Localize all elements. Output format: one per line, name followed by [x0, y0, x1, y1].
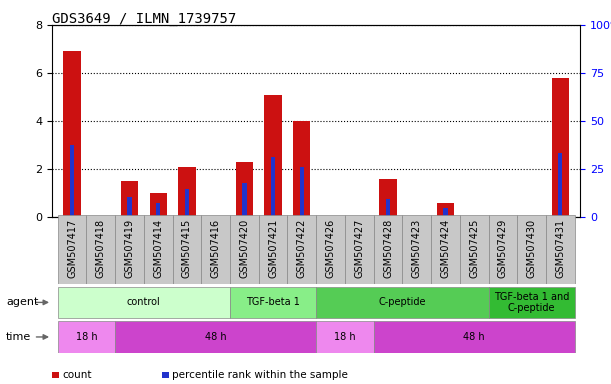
Bar	[403, 215, 431, 284]
Bar	[460, 215, 489, 284]
Text: GSM507425: GSM507425	[469, 218, 479, 278]
Bar	[178, 167, 196, 217]
Bar	[431, 215, 460, 284]
Text: 18 h: 18 h	[334, 332, 356, 342]
Bar	[185, 189, 189, 217]
Text: 48 h: 48 h	[205, 332, 227, 342]
Text: GSM507418: GSM507418	[96, 218, 106, 278]
Bar	[558, 153, 563, 217]
Bar	[57, 287, 230, 318]
Text: GSM507415: GSM507415	[182, 218, 192, 278]
Bar	[172, 215, 201, 284]
Bar	[489, 287, 575, 318]
Text: control: control	[127, 297, 161, 308]
Text: GSM507422: GSM507422	[297, 218, 307, 278]
Bar	[316, 215, 345, 284]
Bar	[127, 197, 131, 217]
Bar	[115, 215, 144, 284]
Text: 18 h: 18 h	[76, 332, 97, 342]
Bar	[345, 215, 374, 284]
Bar	[489, 215, 518, 284]
Text: GSM507414: GSM507414	[153, 218, 163, 278]
Text: GDS3649 / ILMN_1739757: GDS3649 / ILMN_1739757	[52, 12, 236, 25]
Bar	[258, 215, 287, 284]
Bar	[156, 203, 160, 217]
Bar	[115, 321, 316, 353]
Bar	[201, 215, 230, 284]
Bar	[236, 162, 253, 217]
Bar	[287, 215, 316, 284]
Bar	[242, 184, 246, 217]
Text: GSM507421: GSM507421	[268, 218, 278, 278]
Bar	[57, 321, 115, 353]
Bar	[230, 215, 258, 284]
Text: GSM507426: GSM507426	[326, 218, 335, 278]
Text: GSM507416: GSM507416	[211, 218, 221, 278]
Text: GSM507420: GSM507420	[240, 218, 249, 278]
Bar	[379, 179, 397, 217]
Text: GSM507428: GSM507428	[383, 218, 393, 278]
Text: GSM507430: GSM507430	[527, 218, 536, 278]
Text: C-peptide: C-peptide	[379, 297, 426, 308]
Bar	[299, 167, 304, 217]
Text: 48 h: 48 h	[463, 332, 485, 342]
Text: GSM507417: GSM507417	[67, 218, 77, 278]
Bar	[70, 145, 74, 217]
Text: GSM507431: GSM507431	[555, 218, 565, 278]
Text: GSM507423: GSM507423	[412, 218, 422, 278]
Bar	[444, 209, 448, 217]
Bar	[316, 321, 374, 353]
Bar	[437, 203, 454, 217]
Text: GSM507424: GSM507424	[441, 218, 450, 278]
Text: TGF-beta 1 and
C-peptide: TGF-beta 1 and C-peptide	[494, 291, 569, 313]
Text: TGF-beta 1: TGF-beta 1	[246, 297, 300, 308]
Bar	[546, 215, 575, 284]
Bar	[150, 193, 167, 217]
Text: agent: agent	[6, 297, 38, 308]
Text: GSM507427: GSM507427	[354, 218, 364, 278]
Text: GSM507429: GSM507429	[498, 218, 508, 278]
Text: GSM507419: GSM507419	[125, 218, 134, 278]
Bar	[552, 78, 569, 217]
Bar	[518, 215, 546, 284]
Bar	[144, 215, 172, 284]
Text: percentile rank within the sample: percentile rank within the sample	[172, 370, 348, 380]
Bar	[86, 215, 115, 284]
Bar	[57, 215, 86, 284]
Bar	[386, 199, 390, 217]
Bar	[374, 321, 575, 353]
Text: time: time	[6, 332, 31, 342]
Bar	[374, 215, 403, 284]
Bar	[64, 51, 81, 217]
Bar	[316, 287, 489, 318]
Bar	[121, 181, 138, 217]
Bar	[293, 121, 310, 217]
Bar	[230, 287, 316, 318]
Bar	[271, 157, 276, 217]
Bar	[265, 94, 282, 217]
Text: count: count	[62, 370, 92, 380]
